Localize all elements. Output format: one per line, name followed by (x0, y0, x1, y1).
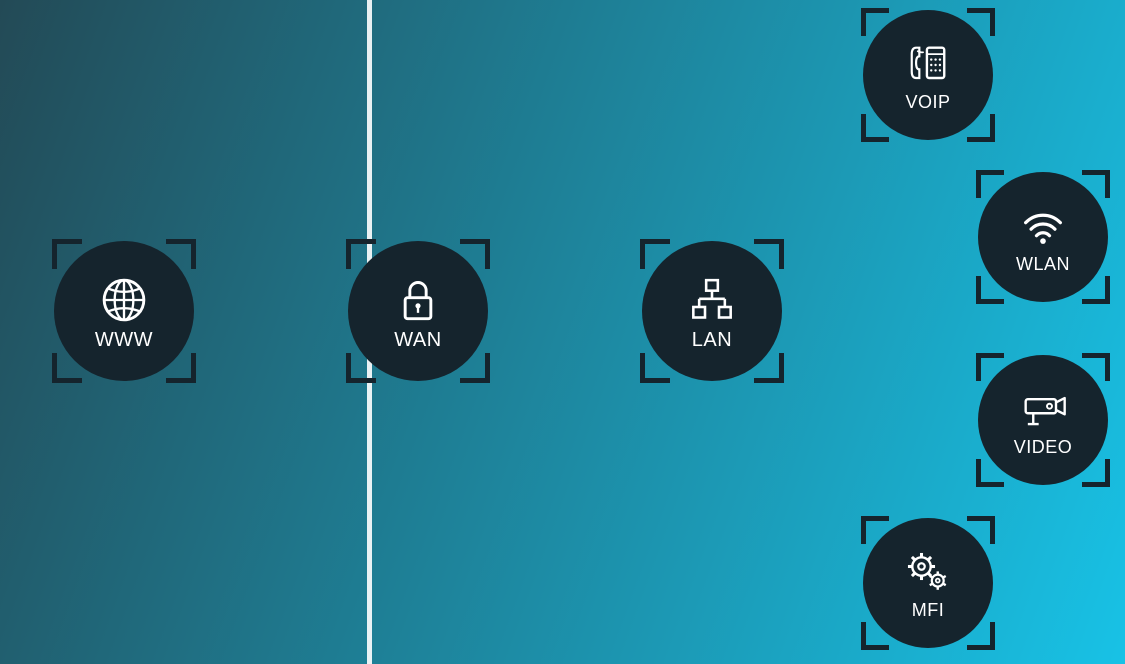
corner-bracket (346, 239, 376, 269)
corner-bracket (1082, 170, 1110, 198)
node-label-voip: VOIP (905, 93, 950, 111)
node-wlan: WLAN (978, 172, 1108, 302)
corner-bracket (754, 239, 784, 269)
corner-bracket (52, 239, 82, 269)
globe-icon (96, 272, 152, 328)
corner-bracket (1082, 459, 1110, 487)
corner-bracket (166, 239, 196, 269)
corner-bracket (861, 622, 889, 650)
corner-bracket (346, 353, 376, 383)
node-label-video: VIDEO (1014, 438, 1073, 456)
network-diagram: WWW WAN LAN VOIP (0, 0, 1125, 664)
corner-bracket (640, 239, 670, 269)
corner-bracket (976, 170, 1004, 198)
corner-bracket (861, 114, 889, 142)
corner-bracket (52, 353, 82, 383)
camera-icon (1017, 384, 1069, 436)
wifi-icon (1017, 201, 1069, 253)
node-www: WWW (54, 241, 194, 381)
node-lan: LAN (642, 241, 782, 381)
corner-bracket (861, 8, 889, 36)
corner-bracket (1082, 353, 1110, 381)
corner-bracket (166, 353, 196, 383)
corner-bracket (967, 622, 995, 650)
node-label-mfi: MFI (912, 601, 945, 619)
corner-bracket (460, 353, 490, 383)
corner-bracket (967, 114, 995, 142)
corner-bracket (976, 459, 1004, 487)
corner-bracket (861, 516, 889, 544)
node-mfi: MFI (863, 518, 993, 648)
voip-icon (902, 39, 954, 91)
corner-bracket (967, 8, 995, 36)
corner-bracket (460, 239, 490, 269)
node-label-www: WWW (95, 330, 153, 350)
node-voip: VOIP (863, 10, 993, 140)
node-label-wan: WAN (394, 330, 441, 350)
gears-icon (902, 547, 954, 599)
corner-bracket (976, 353, 1004, 381)
corner-bracket (640, 353, 670, 383)
corner-bracket (754, 353, 784, 383)
node-video: VIDEO (978, 355, 1108, 485)
lock-icon (390, 272, 446, 328)
node-label-lan: LAN (692, 330, 732, 350)
network-icon (684, 272, 740, 328)
corner-bracket (976, 276, 1004, 304)
corner-bracket (1082, 276, 1110, 304)
node-label-wlan: WLAN (1016, 255, 1070, 273)
node-wan: WAN (348, 241, 488, 381)
corner-bracket (967, 516, 995, 544)
